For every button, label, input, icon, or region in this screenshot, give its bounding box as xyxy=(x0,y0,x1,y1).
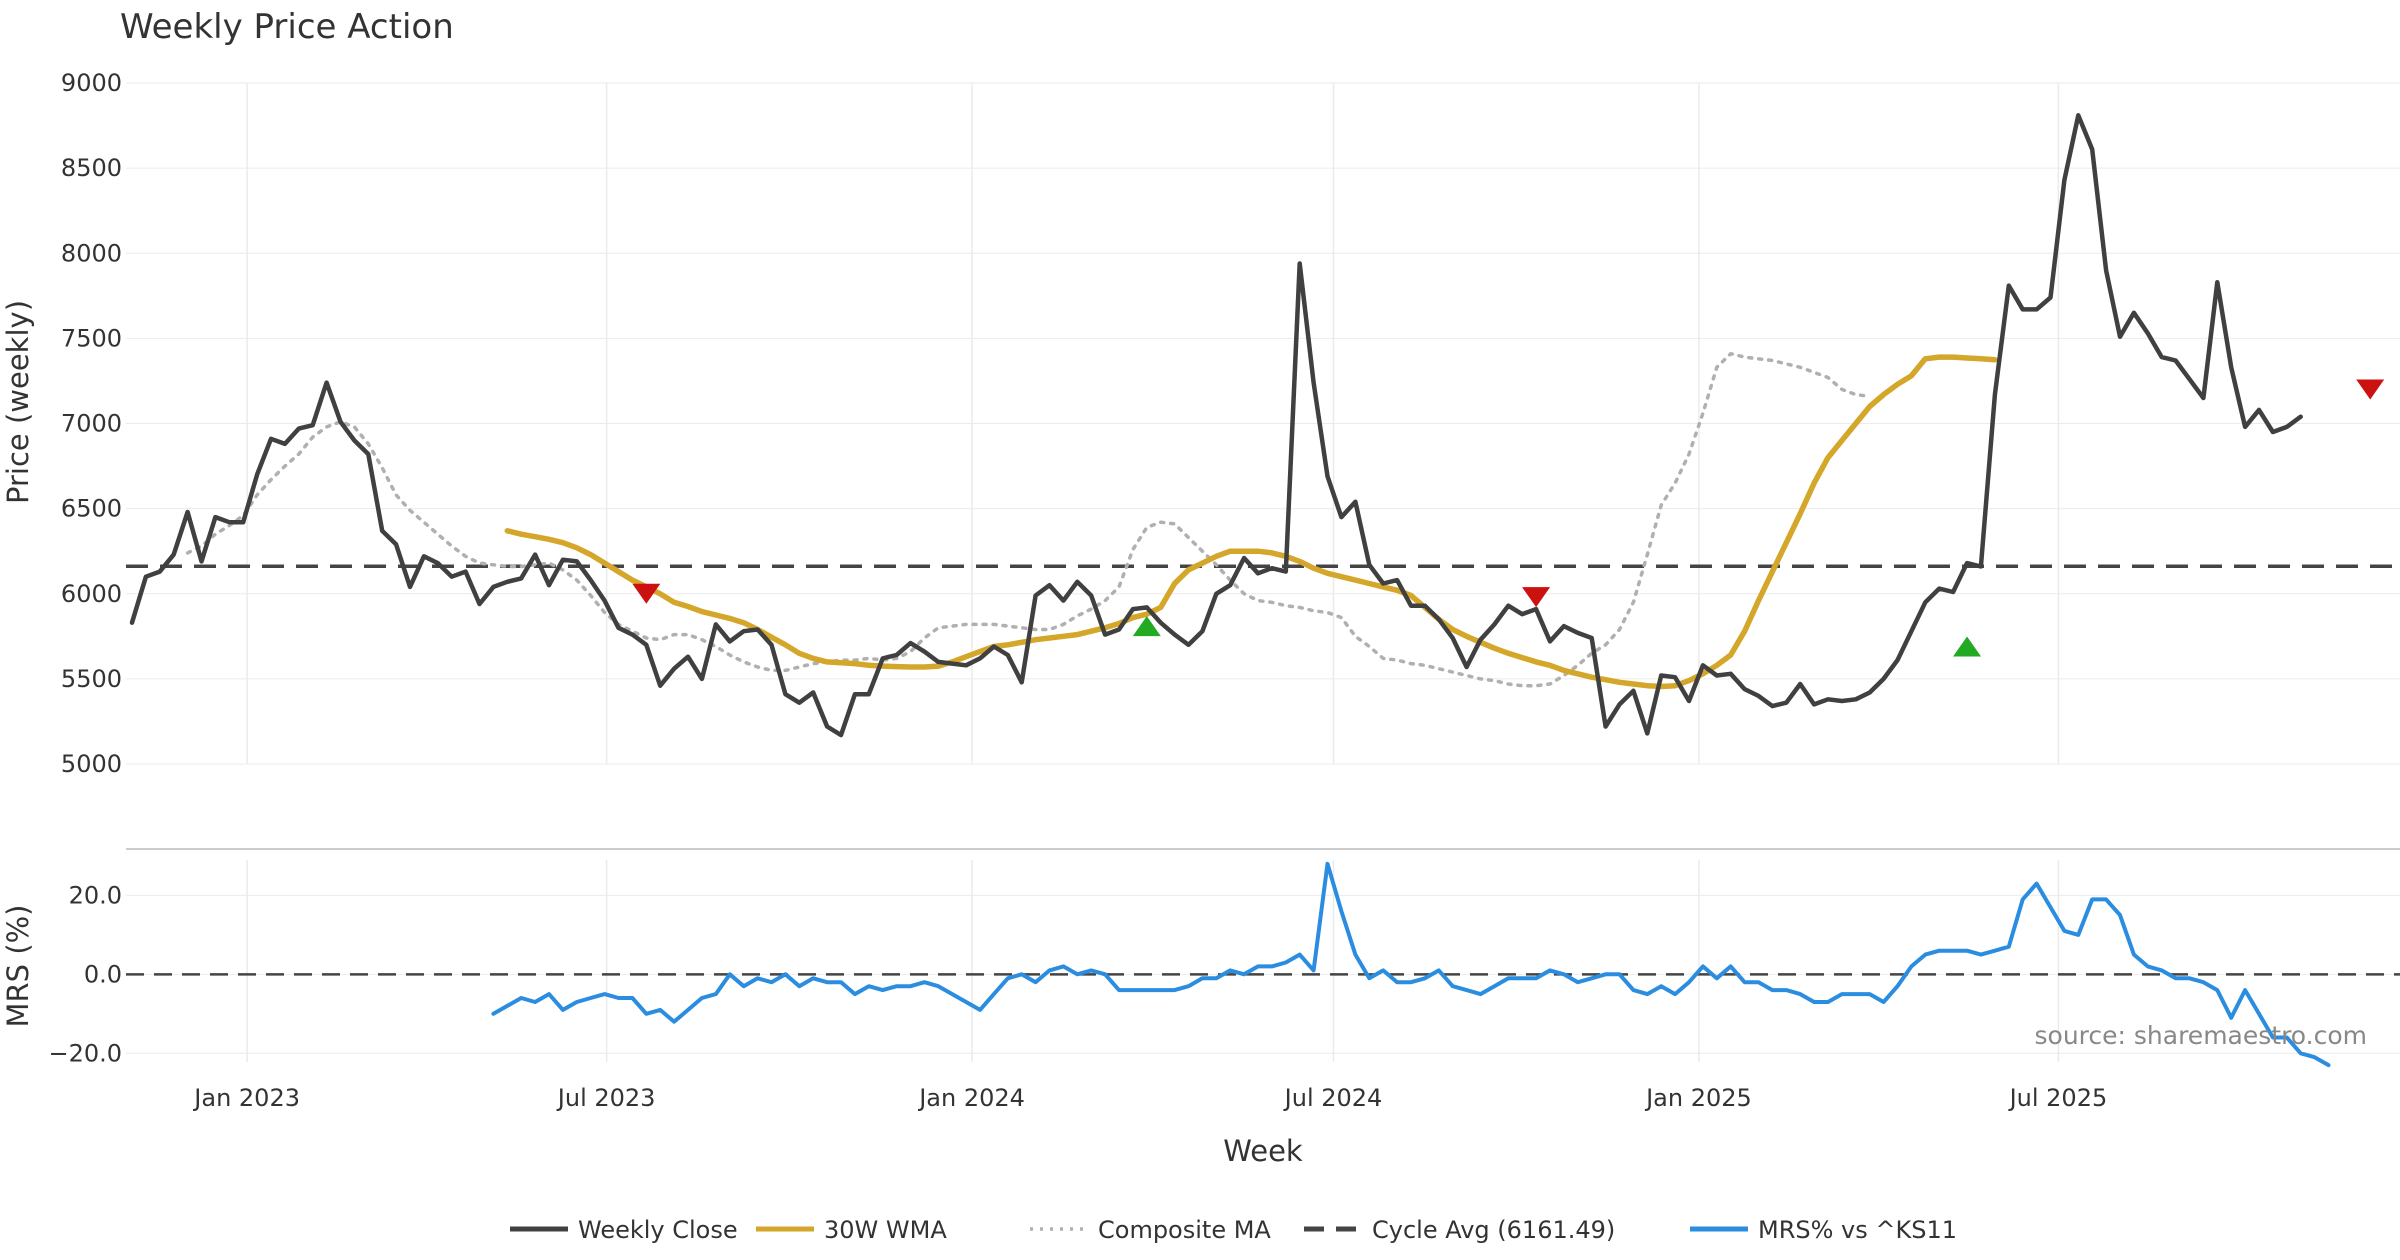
price-y-tick-label: 8000 xyxy=(61,239,122,267)
chart-title: Weekly Price Action xyxy=(120,7,454,47)
price-y-tick-label: 6500 xyxy=(61,495,122,523)
legend: Weekly Close 30W WMA Composite MA Cycle Avg… xyxy=(510,1216,1957,1244)
mrs-y-tick-label: 20.0 xyxy=(69,881,122,909)
price-wma-line xyxy=(504,354,1998,690)
price-y-tick-label: 5000 xyxy=(61,750,122,778)
x-axis-label: Week xyxy=(1223,1134,1303,1168)
price-y-tick-label: 8500 xyxy=(61,154,122,182)
buy-signal-marker xyxy=(1132,616,1161,637)
sell-signal-marker xyxy=(2356,379,2385,400)
mrs-y-axis: −20.0 0.0 20.0 xyxy=(48,881,122,1067)
mrs-mrs-line xyxy=(491,861,2331,1068)
legend-label-composite: Composite MA xyxy=(1098,1216,1271,1244)
x-axis: Jan 2023 Jul 2023 Jan 2024 Jul 2024 Jan 2025… xyxy=(192,1084,2107,1112)
price-y-tick-label: 7000 xyxy=(61,410,122,438)
price-gridlines xyxy=(126,82,2400,765)
price-y-tick-label: 7500 xyxy=(61,324,122,352)
price-y-axis-label: Price (weekly) xyxy=(1,300,35,504)
x-tick-label: Jan 2024 xyxy=(917,1084,1025,1112)
legend-label-mrs: MRS% vs ^KS11 xyxy=(1758,1216,1957,1244)
x-tick-label: Jan 2023 xyxy=(192,1084,300,1112)
legend-label-cycle: Cycle Avg (6161.49) xyxy=(1372,1216,1615,1244)
price-composite-line xyxy=(185,351,1872,688)
mrs-y-tick-label: −20.0 xyxy=(48,1039,122,1067)
source-note: source: sharemaestro.com xyxy=(2035,1021,2368,1050)
mrs-y-tick-label: 0.0 xyxy=(84,960,122,988)
price-y-tick-label: 5500 xyxy=(61,665,122,693)
price-y-axis: 5000 5500 6000 6500 7000 7500 8000 8500 9000 xyxy=(61,69,122,778)
x-tick-label: Jul 2024 xyxy=(1283,1084,1383,1112)
x-tick-label: Jul 2023 xyxy=(556,1084,656,1112)
price-y-tick-label: 9000 xyxy=(61,69,122,97)
sell-signal-marker xyxy=(1522,587,1551,608)
legend-label-wma: 30W WMA xyxy=(824,1216,947,1244)
legend-label-close: Weekly Close xyxy=(578,1216,738,1244)
mrs-gridlines xyxy=(126,860,2400,1062)
x-tick-label: Jul 2025 xyxy=(2008,1084,2108,1112)
signal-markers xyxy=(632,379,2385,657)
sell-signal-marker xyxy=(632,583,661,604)
price-y-tick-label: 6000 xyxy=(61,580,122,608)
price-close-line xyxy=(129,113,2303,738)
series-layer xyxy=(129,113,2331,1068)
mrs-y-axis-label: MRS (%) xyxy=(1,905,35,1028)
x-tick-label: Jan 2025 xyxy=(1644,1084,1752,1112)
buy-signal-marker xyxy=(1953,636,1982,657)
